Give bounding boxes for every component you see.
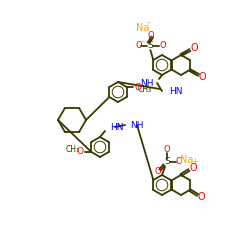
Text: O: O xyxy=(155,168,161,176)
Text: NH: NH xyxy=(140,78,154,88)
Text: ⁻: ⁻ xyxy=(180,156,184,162)
Text: S: S xyxy=(164,158,170,166)
Text: HN: HN xyxy=(110,122,124,132)
Text: O: O xyxy=(135,82,142,92)
Text: CH₃: CH₃ xyxy=(65,144,80,154)
Text: O: O xyxy=(135,42,142,50)
Text: O: O xyxy=(147,30,154,40)
Text: NH: NH xyxy=(130,120,143,130)
Text: O: O xyxy=(159,42,166,50)
Text: +: + xyxy=(192,158,198,166)
Text: Na: Na xyxy=(180,155,194,165)
Text: CH₃: CH₃ xyxy=(138,84,152,94)
Text: O: O xyxy=(164,146,170,154)
Text: S: S xyxy=(148,42,153,50)
Text: O: O xyxy=(190,43,198,53)
Text: O: O xyxy=(176,158,182,166)
Text: O: O xyxy=(199,72,206,82)
Text: HN: HN xyxy=(169,86,182,96)
Text: O: O xyxy=(189,163,197,173)
Text: O: O xyxy=(198,192,205,202)
Text: O: O xyxy=(76,148,83,156)
Text: ⁻: ⁻ xyxy=(140,40,144,46)
Text: ⁺: ⁺ xyxy=(146,20,150,28)
Text: Na: Na xyxy=(136,23,149,33)
